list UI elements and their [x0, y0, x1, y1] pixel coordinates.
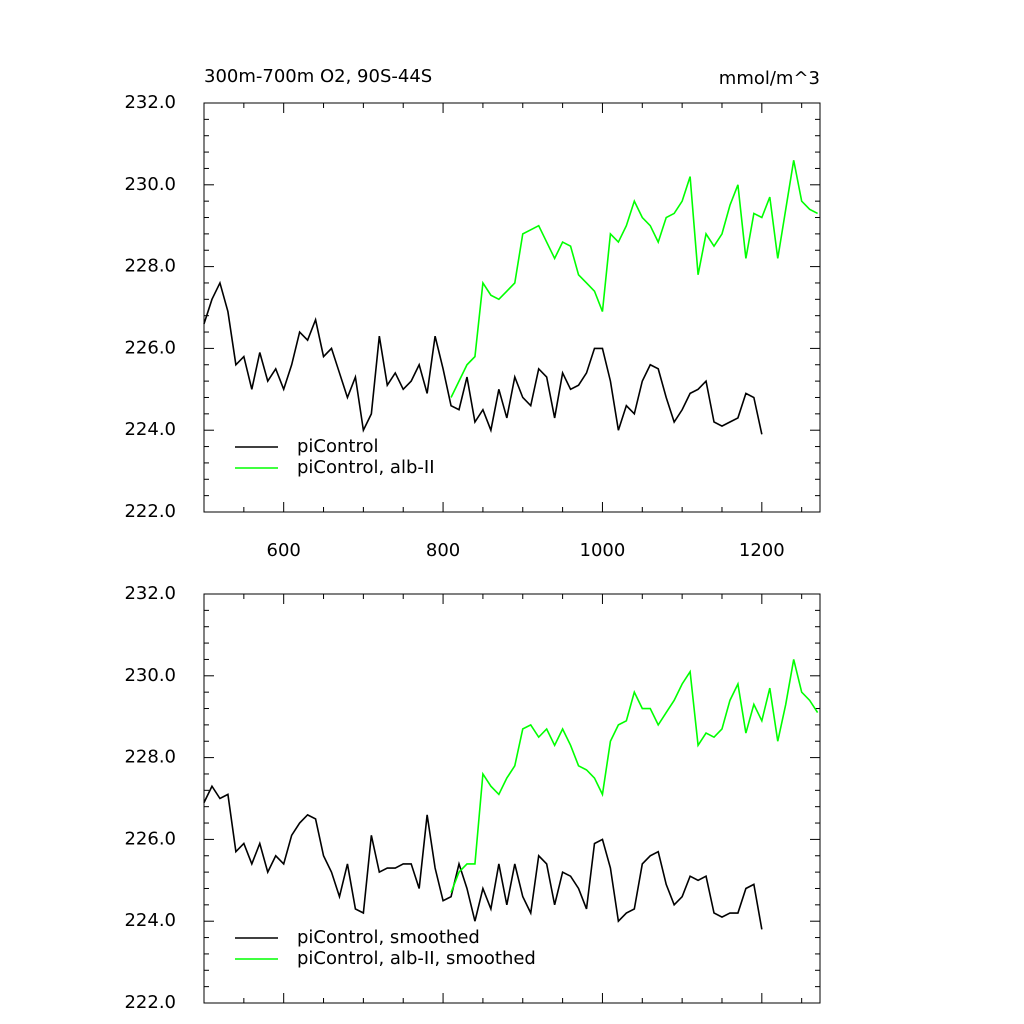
- y-tick-label: 232.0: [124, 583, 176, 604]
- y-tick-label: 224.0: [124, 419, 176, 440]
- legend-label: piControl, alb-II: [297, 457, 435, 478]
- x-tick-label: 600: [267, 540, 301, 561]
- y-tick-label: 224.0: [124, 910, 176, 931]
- legend-label: piControl, smoothed: [297, 927, 480, 948]
- y-tick-label: 230.0: [124, 665, 176, 686]
- data-line: [450, 160, 818, 398]
- data-line: [203, 784, 763, 930]
- y-tick-label: 226.0: [124, 337, 176, 358]
- chart-title: 300m-700m O2, 90S-44S: [204, 66, 432, 87]
- x-tick-label: 1000: [580, 540, 626, 561]
- data-line: [203, 280, 763, 435]
- y-tick-label: 232.0: [124, 92, 176, 113]
- legend-label: piControl: [297, 436, 379, 457]
- plot-frame: [203, 593, 821, 1004]
- y-tick-label: 226.0: [124, 828, 176, 849]
- y-tick-label: 222.0: [124, 992, 176, 1013]
- legend-label: piControl, alb-II, smoothed: [297, 948, 536, 969]
- y-tick-label: 222.0: [124, 501, 176, 522]
- y-tick-label: 228.0: [124, 747, 176, 768]
- units-label: mmol/m^3: [719, 68, 820, 89]
- x-tick-label: 800: [426, 540, 460, 561]
- y-tick-label: 230.0: [124, 174, 176, 195]
- x-tick-label: 1200: [739, 540, 785, 561]
- data-line: [450, 659, 819, 893]
- plot-frame: [203, 102, 821, 513]
- y-tick-label: 228.0: [124, 256, 176, 277]
